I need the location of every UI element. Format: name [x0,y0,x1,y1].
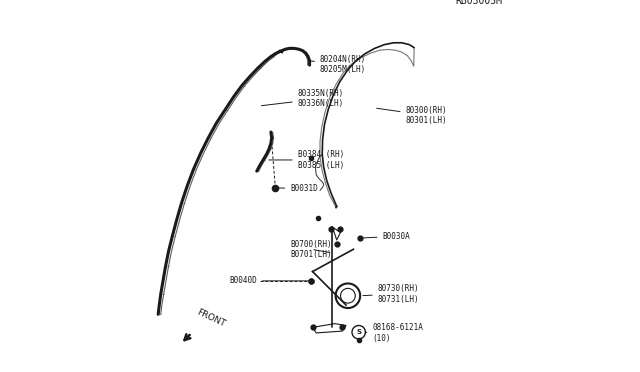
Text: 80300(RH)
80301(LH): 80300(RH) 80301(LH) [377,106,447,125]
Text: B0384 (RH)
B0385 (LH): B0384 (RH) B0385 (LH) [269,150,344,170]
Text: FRONT: FRONT [195,307,227,328]
Text: RB03005M: RB03005M [455,0,502,6]
Text: 80335N(RH)
80336N(LH): 80335N(RH) 80336N(LH) [261,89,344,108]
Text: S: S [356,329,361,335]
Text: 08168-6121A
(10): 08168-6121A (10) [365,323,423,343]
Text: B0030A: B0030A [363,232,410,241]
Text: 80730(RH)
80731(LH): 80730(RH) 80731(LH) [363,284,419,304]
Text: B0040D: B0040D [229,276,308,285]
Text: B0031D: B0031D [278,184,318,193]
Text: B0700(RH)
B0701(LH): B0700(RH) B0701(LH) [291,240,332,259]
Text: 80204N(RH)
80205M(LH): 80204N(RH) 80205M(LH) [311,55,366,74]
